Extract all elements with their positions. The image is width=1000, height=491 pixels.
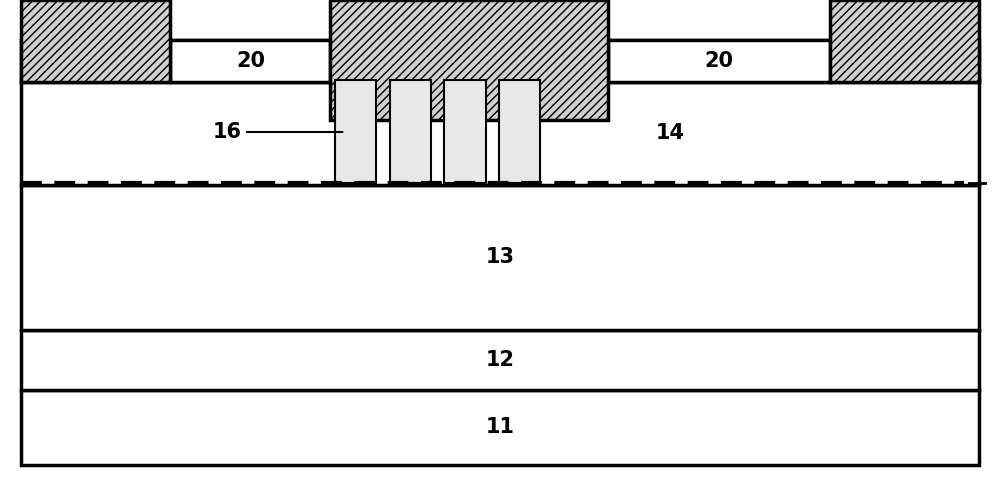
Bar [21, 390, 979, 465]
Text: 12: 12 [486, 350, 514, 370]
Text: 20: 20 [236, 51, 265, 71]
Text: 14: 14 [656, 123, 685, 143]
Bar [830, 0, 979, 82]
Text: 15: 15 [998, 173, 1000, 193]
Bar [21, 80, 979, 185]
Bar [444, 80, 486, 183]
Bar [170, 40, 330, 82]
Bar [21, 40, 979, 82]
Text: 16: 16 [212, 122, 343, 142]
Bar [390, 80, 431, 183]
Text: 13: 13 [486, 247, 514, 267]
Bar [330, 0, 608, 120]
Bar [21, 0, 170, 82]
Text: 20: 20 [704, 51, 733, 71]
Bar [21, 330, 979, 390]
Bar [335, 80, 376, 183]
Text: 11: 11 [486, 417, 514, 437]
Bar [608, 40, 830, 82]
Bar [499, 80, 540, 183]
Bar [21, 185, 979, 330]
